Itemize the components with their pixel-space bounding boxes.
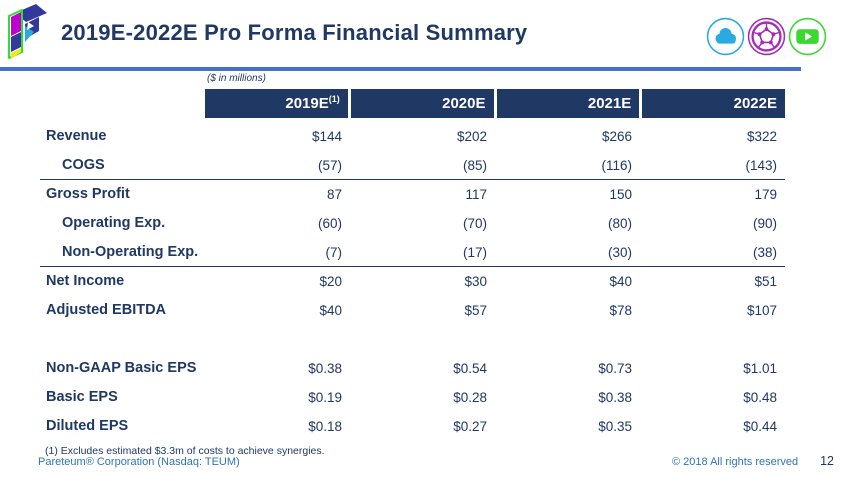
footer-company: Pareteum® Corporation (Nasdaq: TEUM) — [38, 456, 240, 468]
cell-value: (7) — [325, 245, 343, 260]
footnote: (1) Excludes estimated $3.3m of costs to… — [45, 445, 325, 457]
cell-value: $0.54 — [453, 361, 487, 376]
cell-value: (143) — [745, 158, 777, 173]
cell-value: (57) — [317, 158, 342, 173]
cell-value: $202 — [456, 129, 487, 144]
pareteum-logo-icon — [8, 4, 47, 59]
cell-value: $0.38 — [598, 390, 632, 405]
row-label: Revenue — [46, 128, 107, 144]
cell-value: $0.28 — [453, 390, 487, 405]
table-header-row: 2019E(1) 2020E 2021E 2022E — [205, 89, 785, 118]
cell-value: $0.44 — [743, 419, 777, 434]
cloud-icon[interactable] — [706, 17, 745, 56]
table-row-non-operating-exp: Non-Operating Exp. (7) (17) (30) (38) — [40, 238, 785, 267]
cell-value: $144 — [311, 129, 342, 144]
row-label: COGS — [62, 157, 105, 173]
header-icon-group — [706, 17, 827, 56]
page-number: 12 — [820, 454, 834, 468]
cell-value: $51 — [754, 274, 777, 289]
cell-value: (85) — [462, 158, 487, 173]
cell-value: 117 — [465, 187, 487, 202]
cell-value: $40 — [609, 274, 632, 289]
cell-value: $0.19 — [308, 390, 342, 405]
row-label: Adjusted EBITDA — [46, 302, 167, 318]
table-row-gross-profit: Gross Profit 87 117 150 179 — [40, 180, 785, 209]
table-row-diluted-eps: Diluted EPS $0.18 $0.27 $0.35 $0.44 — [40, 412, 785, 441]
cell-value: $107 — [746, 303, 777, 318]
row-label: Diluted EPS — [46, 418, 129, 434]
table-row-cogs: COGS (57) (85) (116) (143) — [40, 151, 785, 180]
cell-value: $0.18 — [308, 419, 342, 434]
cell-value: $1.01 — [743, 361, 777, 376]
column-header-label: 2021E — [587, 95, 632, 112]
cell-value: $0.38 — [308, 361, 342, 376]
cell-value: $30 — [464, 274, 487, 289]
column-header-label: 2022E — [733, 95, 777, 112]
table-row-adjusted-ebitda: Adjusted EBITDA $40 $57 $78 $107 — [40, 296, 785, 325]
page-title: 2019E-2022E Pro Forma Financial Summary — [61, 20, 528, 45]
column-header-2021e: 2021E — [496, 89, 640, 118]
row-label: Operating Exp. — [62, 215, 166, 231]
column-header-2020e: 2020E — [350, 89, 494, 118]
cell-value: (116) — [601, 158, 632, 173]
cell-value: (38) — [752, 245, 777, 260]
cell-value: $57 — [464, 303, 487, 318]
cell-value: $0.35 — [598, 419, 632, 434]
column-header-label: 2020E — [442, 95, 486, 112]
cell-value: 87 — [326, 187, 342, 202]
table-row-revenue: Revenue $144 $202 $266 $322 — [40, 122, 785, 151]
cell-value: $40 — [319, 303, 342, 318]
table-row-non-gaap-basic-eps: Non-GAAP Basic EPS $0.38 $0.54 $0.73 $1.… — [40, 354, 785, 383]
column-header-label: 2019E — [285, 95, 329, 112]
column-header-2019e: 2019E(1) — [205, 89, 348, 118]
units-note: ($ in millions) — [207, 73, 266, 84]
cell-value: $0.73 — [598, 361, 632, 376]
cell-value: 150 — [609, 187, 632, 202]
row-label: Non-Operating Exp. — [62, 244, 199, 260]
table-body: Revenue $144 $202 $266 $322 COGS (57) (8… — [40, 122, 785, 441]
cell-value: (30) — [607, 245, 632, 260]
cell-value: $322 — [746, 129, 777, 144]
title-divider — [0, 67, 801, 71]
footnote-marker: (1) — [328, 94, 340, 104]
table-row-net-income: Net Income $20 $30 $40 $51 — [40, 267, 785, 296]
globe-network-icon[interactable] — [747, 17, 786, 56]
row-label: Net Income — [46, 273, 125, 289]
row-label: Non-GAAP Basic EPS — [46, 360, 197, 376]
table-spacer — [40, 325, 785, 354]
column-header-2022e: 2022E — [642, 89, 785, 118]
cell-value: $20 — [319, 274, 342, 289]
cell-value: $78 — [609, 303, 632, 318]
cell-value: (90) — [752, 216, 777, 231]
cell-value: (70) — [462, 216, 487, 231]
cell-value: (60) — [317, 216, 342, 231]
cell-value: 179 — [754, 187, 777, 202]
table-row-basic-eps: Basic EPS $0.19 $0.28 $0.38 $0.48 — [40, 383, 785, 412]
cell-value: $266 — [601, 129, 632, 144]
table-row-operating-exp: Operating Exp. (60) (70) (80) (90) — [40, 209, 785, 238]
cell-value: (80) — [607, 216, 632, 231]
cell-value: $0.27 — [453, 419, 487, 434]
cell-value: $0.48 — [743, 390, 777, 405]
row-label: Basic EPS — [46, 389, 118, 405]
video-play-icon[interactable] — [788, 17, 827, 56]
cell-value: (17) — [462, 245, 487, 260]
footer-copyright: © 2018 All rights reserved — [672, 456, 799, 468]
row-label: Gross Profit — [46, 186, 130, 202]
